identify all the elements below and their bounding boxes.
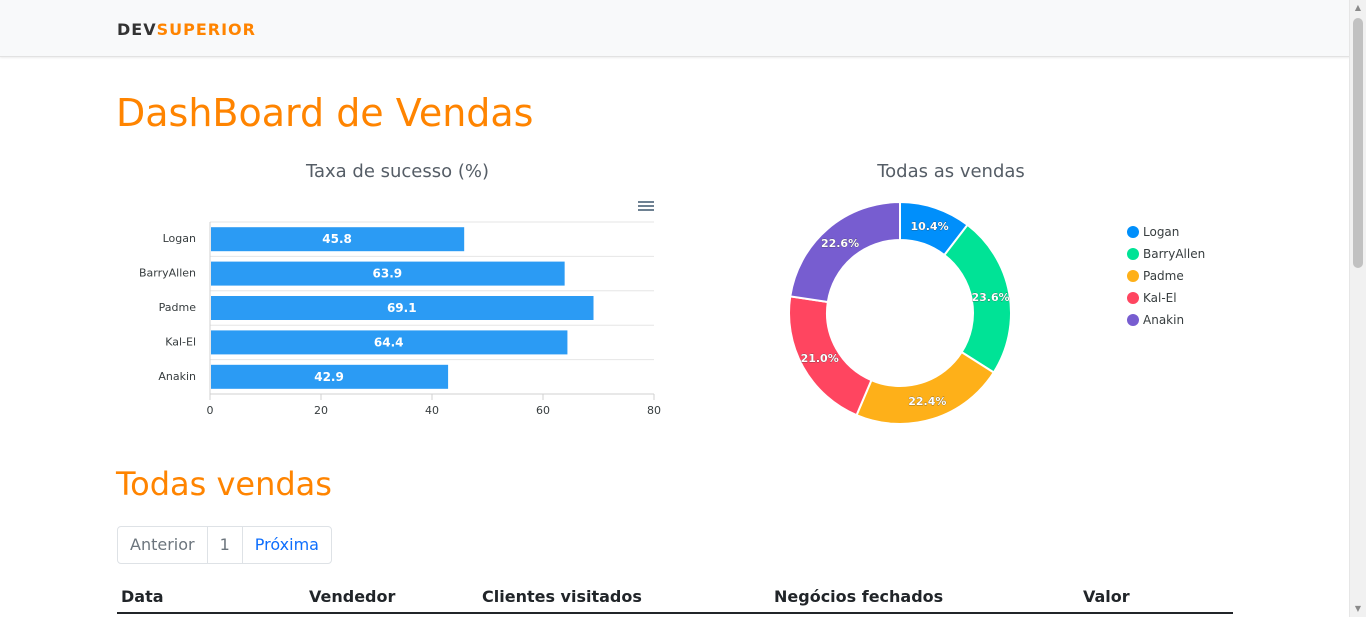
legend-item-padme[interactable]: Padme — [1127, 265, 1205, 287]
bar-chart-x-tick-label: 20 — [314, 404, 328, 417]
donut-slice-label: 10.4% — [910, 220, 948, 233]
bar-category-label: BarryAllen — [139, 267, 196, 280]
legend-item-anakin[interactable]: Anakin — [1127, 309, 1205, 331]
legend-label: BarryAllen — [1143, 247, 1206, 261]
page-title: DashBoard de Vendas — [116, 91, 534, 135]
page-1-button[interactable]: 1 — [206, 526, 243, 564]
column-header-negocios-fechados: Negócios fechados — [774, 587, 944, 606]
bar-chart-x-tick-label: 80 — [647, 404, 661, 417]
bar-chart-x-tick-label: 60 — [536, 404, 550, 417]
brand-part-dev: DEV — [117, 20, 157, 39]
legend-item-kal-el[interactable]: Kal-El — [1127, 287, 1205, 309]
column-header-clientes-visitados: Clientes visitados — [482, 587, 642, 606]
brand-part-superior: SUPERIOR — [156, 20, 256, 39]
legend-marker-icon — [1127, 270, 1139, 282]
bar-value-label: 45.8 — [322, 232, 352, 246]
bar-category-label: Padme — [159, 301, 197, 314]
column-header-vendedor: Vendedor — [309, 587, 396, 606]
legend-item-logan[interactable]: Logan — [1127, 221, 1205, 243]
legend-marker-icon — [1127, 226, 1139, 238]
bar-chart-x-tick-label: 0 — [207, 404, 214, 417]
donut-slice-label: 22.6% — [821, 237, 859, 250]
bar-barryallen[interactable] — [211, 261, 565, 286]
bar-category-label: Kal-El — [165, 335, 196, 348]
bar-chart-x-tick-label: 40 — [425, 404, 439, 417]
bar-anakin[interactable] — [211, 364, 449, 389]
donut-slice-anakin[interactable] — [789, 200, 901, 304]
scrollbar-thumb[interactable] — [1353, 18, 1363, 268]
legend-label: Anakin — [1143, 313, 1185, 327]
legend-marker-icon — [1127, 314, 1139, 326]
bar-value-label: 42.9 — [314, 370, 344, 384]
column-header-data: Data — [121, 587, 164, 606]
bar-category-label: Logan — [163, 232, 196, 245]
legend-label: Kal-El — [1143, 291, 1177, 305]
navbar: DEVSUPERIOR — [0, 0, 1350, 57]
donut-slice-label: 22.4% — [908, 395, 946, 408]
scroll-up-arrow-icon[interactable]: ▲ — [1354, 3, 1362, 12]
bar-chart-title: Taxa de sucesso (%) — [305, 161, 490, 182]
pagination: Anterior 1 Próxima — [117, 526, 332, 564]
bar-padme[interactable] — [211, 296, 594, 320]
previous-page-button[interactable]: Anterior — [117, 526, 208, 564]
legend-label: Logan — [1143, 225, 1180, 239]
legend-marker-icon — [1127, 292, 1139, 304]
bar-kal-el[interactable] — [211, 330, 568, 355]
chart-menu-icon[interactable] — [636, 199, 656, 215]
donut-chart-title: Todas as vendas — [877, 161, 1025, 182]
bar-logan[interactable] — [211, 227, 465, 252]
donut-slice-label: 21.0% — [801, 352, 839, 365]
brand-logo[interactable]: DEVSUPERIOR — [117, 20, 256, 39]
vertical-scrollbar[interactable]: ▲ ▼ — [1349, 0, 1366, 617]
next-page-button[interactable]: Próxima — [241, 526, 332, 564]
donut-chart: 10.4% 23.6% 22.4% 21.0% 22.6% — [788, 200, 1012, 425]
donut-legend: Logan BarryAllen Padme Kal-El Anakin — [1127, 221, 1205, 331]
donut-slice-label: 23.6% — [971, 291, 1009, 304]
bar-category-label: Anakin — [158, 370, 196, 383]
bar-value-label: 64.4 — [374, 335, 404, 349]
section-title: Todas vendas — [116, 465, 332, 503]
legend-item-barryallen[interactable]: BarryAllen — [1127, 243, 1205, 265]
legend-label: Padme — [1143, 269, 1184, 283]
bar-value-label: 63.9 — [373, 267, 403, 281]
donut-slice-padme[interactable] — [855, 350, 996, 425]
sales-table-header: Data Vendedor Clientes visitados Negócio… — [117, 585, 1233, 614]
scroll-down-arrow-icon[interactable]: ▼ — [1354, 604, 1362, 613]
bar-value-label: 69.1 — [387, 301, 417, 315]
bar-chart: 45.8 Logan 63.9 BarryAllen 69.1 Padme 64.4 Kal-… — [139, 221, 661, 417]
legend-marker-icon — [1127, 248, 1139, 260]
column-header-valor: Valor — [1083, 587, 1130, 606]
